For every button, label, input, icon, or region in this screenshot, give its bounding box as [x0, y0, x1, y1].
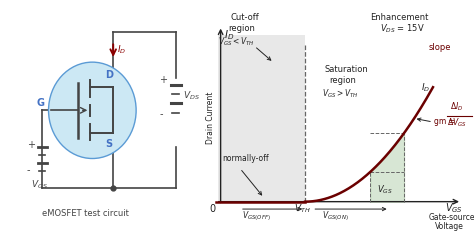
Text: $I_D$: $I_D$	[118, 44, 127, 56]
Text: $V_{DS}$: $V_{DS}$	[183, 90, 200, 102]
Text: S: S	[105, 139, 112, 149]
Text: $I_D$: $I_D$	[421, 81, 430, 94]
Text: Saturation: Saturation	[324, 65, 368, 74]
Text: $V_{TH}$: $V_{TH}$	[294, 203, 311, 215]
Text: Voltage: Voltage	[436, 223, 464, 231]
Text: $V_{GS}$: $V_{GS}$	[445, 201, 463, 215]
Text: $V_{GS}$: $V_{GS}$	[377, 183, 393, 196]
Text: $\Delta V_{GS}$: $\Delta V_{GS}$	[447, 117, 467, 129]
Text: $V_{GS}$: $V_{GS}$	[31, 178, 48, 191]
Text: region: region	[228, 24, 255, 33]
Text: region: region	[329, 76, 356, 85]
Text: +: +	[159, 75, 167, 85]
Circle shape	[48, 62, 136, 158]
Text: Drain Current: Drain Current	[206, 92, 215, 145]
Text: normally-off: normally-off	[222, 154, 268, 163]
Text: $V_{GS(ON)}$: $V_{GS(ON)}$	[322, 209, 349, 223]
Text: $V_{GS} < V_{TH}$: $V_{GS} < V_{TH}$	[218, 35, 255, 48]
Text: -: -	[27, 165, 30, 175]
Text: eMOSFET test circuit: eMOSFET test circuit	[42, 209, 129, 218]
Text: 0: 0	[210, 204, 216, 214]
Bar	[218, 35, 305, 202]
Text: $I_D$: $I_D$	[224, 29, 235, 43]
Text: Enhancement: Enhancement	[370, 13, 428, 22]
Text: +: +	[27, 140, 35, 150]
Text: $V_{GS(OFF)}$: $V_{GS(OFF)}$	[242, 209, 271, 223]
Text: $V_{DS}$ = 15V: $V_{DS}$ = 15V	[380, 22, 425, 35]
Text: G: G	[36, 98, 44, 108]
Text: $V_{GS} > V_{TH}$: $V_{GS} > V_{TH}$	[322, 87, 359, 100]
Text: Cut-off: Cut-off	[230, 13, 259, 22]
Text: gm =: gm =	[434, 117, 455, 126]
Text: Gate-source: Gate-source	[428, 213, 474, 222]
Text: $\Delta I_D$: $\Delta I_D$	[450, 100, 463, 113]
Text: D: D	[105, 70, 113, 80]
Text: slope: slope	[428, 43, 451, 52]
Text: -: -	[159, 109, 163, 119]
